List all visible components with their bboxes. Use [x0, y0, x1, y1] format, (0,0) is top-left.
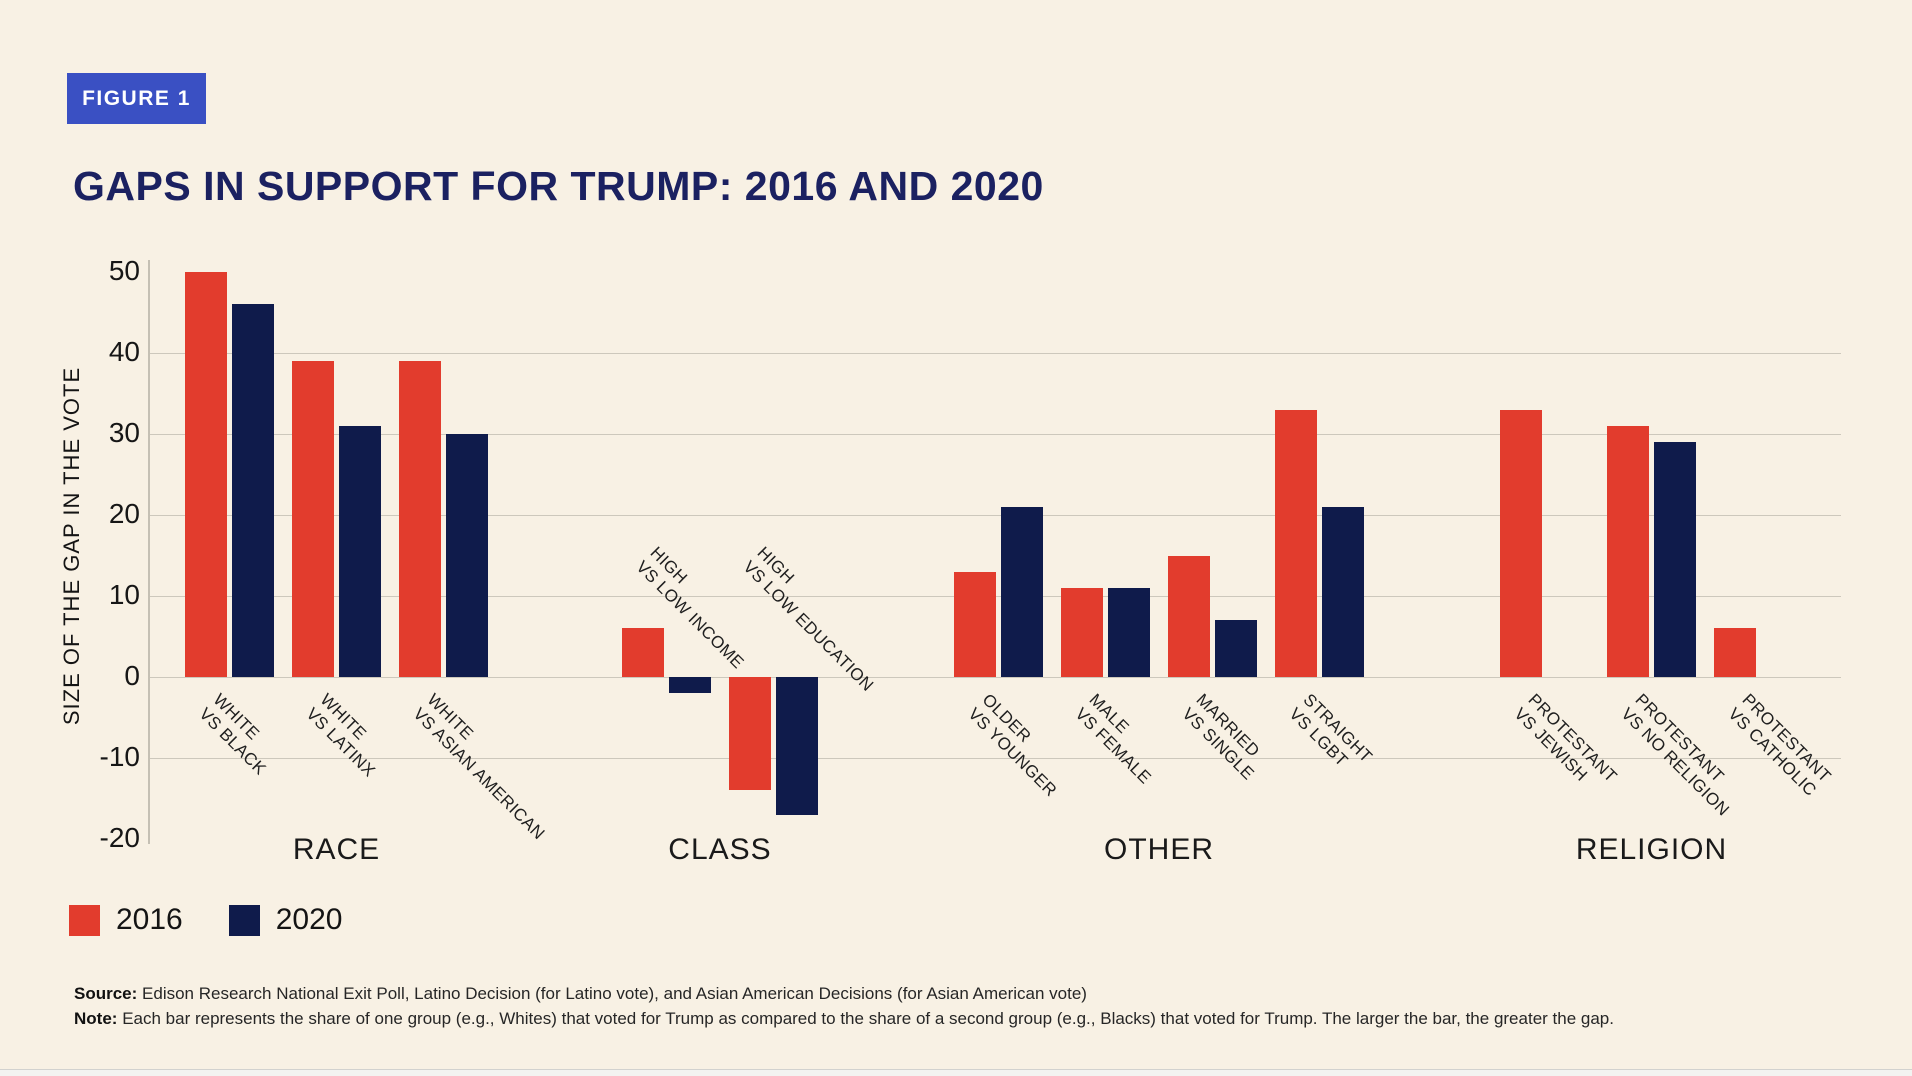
bar-2016-white-vs-black: [185, 272, 227, 677]
category-label-protestant-vs-no-religion: PROTESTANT VS NO RELIGION: [1617, 690, 1734, 820]
bar-2020-protestant-vs-no-religion: [1654, 442, 1696, 677]
y-tick-20: 20: [108, 498, 140, 529]
y-tick-40: 40: [108, 336, 140, 367]
gridline-40: [148, 353, 1841, 354]
bottom-strip: [0, 1069, 1912, 1076]
group-label-religion: RELIGION: [1575, 833, 1728, 866]
figure-badge: FIGURE 1: [67, 73, 206, 124]
category-label-white-vs-latinx: WHITE VS LATINX: [302, 690, 379, 781]
category-label-older-vs-younger: OLDER VS YOUNGER: [964, 690, 1061, 801]
y-tick--20: -20: [99, 822, 140, 853]
y-tick-50: 50: [108, 255, 140, 286]
bar-2016-straight-vs-lgbt: [1275, 409, 1317, 677]
bar-2020-older-vs-younger: [1001, 506, 1043, 677]
y-axis-line: [148, 260, 150, 844]
bar-2016-high-vs-low-income: [622, 628, 664, 677]
legend-swatch-2020: [228, 904, 260, 936]
category-label-white-vs-black: WHITE VS BLACK: [195, 690, 270, 779]
legend-swatch-2016: [69, 904, 100, 936]
bar-2016-older-vs-younger: [954, 571, 996, 677]
category-label-married-vs-single: MARRIED VS SINGLE: [1178, 690, 1264, 784]
legend-label-2020: 2020: [275, 903, 343, 936]
bar-2016-protestant-vs-no-religion: [1607, 425, 1649, 677]
y-tick--10: -10: [99, 741, 140, 772]
y-tick-0: 0: [124, 660, 140, 691]
note-line: Note: Each bar represents the share of o…: [74, 1009, 1864, 1029]
bar-2020-white-vs-black: [232, 304, 274, 677]
bar-2016-white-vs-asian-american: [399, 361, 441, 677]
category-label-high-vs-low-education: HIGH VS LOW EDUCATION: [739, 543, 878, 696]
figure-badge-label: FIGURE 1: [82, 86, 191, 110]
legend-label-2016: 2016: [116, 903, 183, 936]
category-label-protestant-vs-jewish: PROTESTANT VS JEWISH: [1510, 690, 1621, 787]
y-axis-label: SIZE OF THE GAP IN THE VOTE: [59, 366, 84, 726]
source-label: Source:: [74, 984, 138, 1003]
bar-2016-male-vs-female: [1061, 587, 1103, 677]
bar-2016-high-vs-low-education: [729, 677, 771, 791]
legend: 2016 2020: [69, 903, 343, 937]
group-label-race: RACE: [292, 833, 381, 866]
bar-2020-high-vs-low-income: [669, 677, 711, 694]
source-line: Source: Edison Research National Exit Po…: [74, 984, 1864, 1004]
y-tick-10: 10: [108, 579, 140, 610]
y-tick-30: 30: [108, 417, 140, 448]
bar-2016-white-vs-latinx: [292, 361, 334, 677]
category-label-white-vs-asian-american: WHITE VS ASIAN AMERICAN: [409, 690, 549, 844]
legend-item-2020: 2020: [228, 903, 343, 937]
group-label-other: OTHER: [1104, 833, 1214, 866]
source-text: Edison Research National Exit Poll, Lati…: [142, 984, 1087, 1003]
bar-2020-straight-vs-lgbt: [1322, 506, 1364, 677]
group-label-class: CLASS: [668, 833, 772, 866]
note-text: Each bar represents the share of one gro…: [122, 1009, 1614, 1028]
bar-2020-high-vs-low-education: [776, 677, 818, 815]
category-label-straight-vs-lgbt: STRAIGHT VS LGBT: [1285, 690, 1377, 771]
bar-2016-protestant-vs-catholic: [1714, 628, 1756, 677]
bar-2016-married-vs-single: [1168, 555, 1210, 677]
gridline-0: [148, 677, 1841, 678]
gridline-20: [148, 515, 1841, 516]
legend-item-2016: 2016: [69, 903, 183, 937]
note-label: Note:: [74, 1009, 118, 1028]
gridline-30: [148, 434, 1841, 435]
gridline--10: [148, 758, 1841, 759]
category-label-male-vs-female: MALE VS FEMALE: [1071, 690, 1155, 788]
bar-2020-male-vs-female: [1108, 587, 1150, 677]
chart-title: GAPS IN SUPPORT FOR TRUMP: 2016 AND 2020: [73, 163, 1044, 209]
bar-2020-married-vs-single: [1215, 620, 1257, 677]
bar-2020-white-vs-latinx: [339, 425, 381, 677]
bar-2020-white-vs-asian-american: [446, 434, 488, 677]
bar-2016-protestant-vs-jewish: [1500, 409, 1542, 677]
